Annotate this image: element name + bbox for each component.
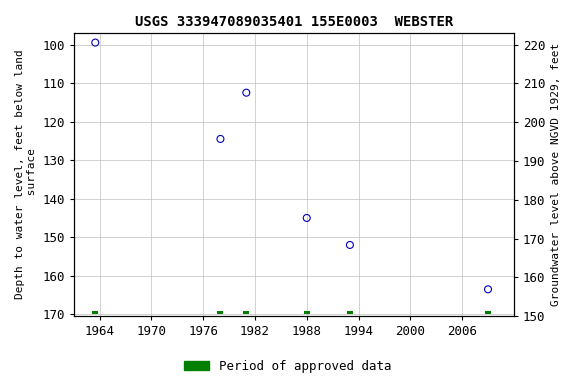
Point <box>216 136 225 142</box>
Bar <box>485 311 491 314</box>
Point <box>302 215 312 221</box>
Y-axis label: Depth to water level, feet below land
 surface: Depth to water level, feet below land su… <box>15 50 37 300</box>
Point <box>345 242 354 248</box>
Title: USGS 333947089035401 155E0003  WEBSTER: USGS 333947089035401 155E0003 WEBSTER <box>135 15 453 29</box>
Bar <box>347 311 353 314</box>
Bar <box>243 311 249 314</box>
Point <box>242 89 251 96</box>
Point <box>483 286 492 292</box>
Y-axis label: Groundwater level above NGVD 1929, feet: Groundwater level above NGVD 1929, feet <box>551 43 561 306</box>
Bar <box>92 311 98 314</box>
Legend: Period of approved data: Period of approved data <box>179 355 397 378</box>
Point <box>90 40 100 46</box>
Bar <box>304 311 310 314</box>
Bar <box>217 311 223 314</box>
